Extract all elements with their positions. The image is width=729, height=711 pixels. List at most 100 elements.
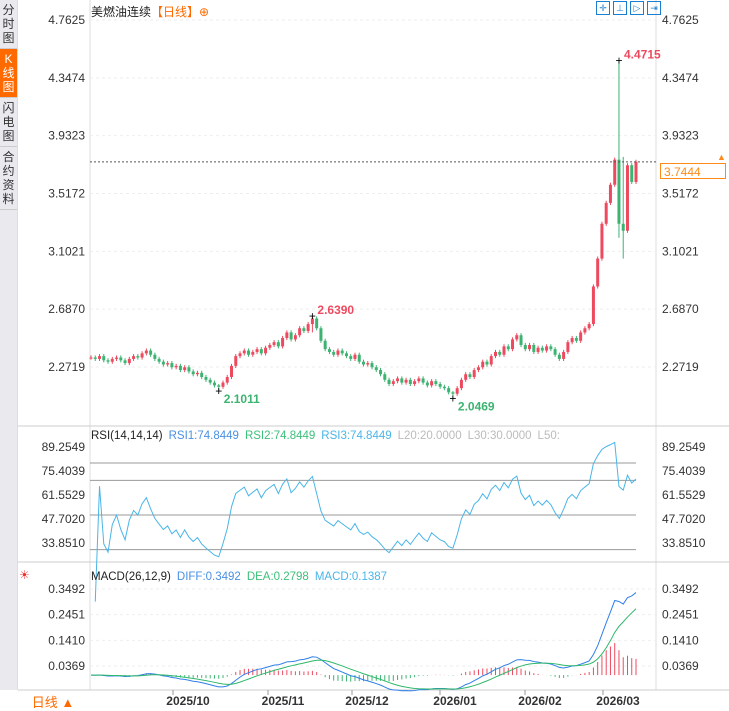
price-tick-right: 4.7625 (662, 13, 699, 27)
candle-body (327, 349, 331, 352)
candle-body (217, 385, 221, 387)
x-tick-label: 2025/10 (166, 694, 210, 708)
end-icon[interactable]: ⇥ (647, 1, 661, 15)
candle-body (438, 383, 442, 387)
candle-body (221, 382, 225, 387)
macd-tick-right: 0.3492 (662, 582, 699, 596)
tab-intraday[interactable]: 分时图 (0, 0, 17, 49)
candle-body (161, 361, 165, 365)
candle-body (310, 318, 314, 325)
candle-body (562, 351, 566, 359)
candle-body (123, 360, 127, 364)
scroll-up-icon[interactable]: ▲ (717, 152, 726, 162)
rsi-tick-left: 89.2549 (42, 440, 86, 454)
candle-body (608, 184, 612, 203)
candle-body (340, 350, 344, 354)
candle-body (587, 324, 591, 329)
candle-body (387, 379, 391, 384)
candle-body (493, 351, 497, 357)
candle-body (259, 349, 263, 354)
candle-body (208, 379, 212, 383)
candle-body (400, 378, 404, 383)
candle-body (545, 346, 549, 351)
candle-body (153, 354, 157, 359)
x-tick-label: 2026/01 (433, 694, 477, 708)
candle-body (323, 340, 327, 350)
extreme-marker: + (449, 391, 456, 405)
candle-body (566, 342, 570, 352)
candle-body (596, 258, 600, 287)
high-annotation: 4.4715 (624, 48, 661, 62)
candle-body (204, 377, 208, 380)
candle-body (476, 367, 480, 371)
add-icon[interactable]: ⊕ (199, 5, 210, 19)
candle-body (434, 381, 438, 384)
extreme-marker: + (615, 54, 622, 68)
low-annotation: 2.0469 (458, 399, 495, 413)
period-selector[interactable]: 日线 ▲ (31, 695, 75, 710)
candle-body (502, 346, 506, 355)
price-tick-right: 3.9323 (662, 129, 699, 143)
candle-body (528, 344, 532, 350)
candle-body (540, 347, 544, 351)
macd-value: MACD:0.1387 (314, 571, 388, 583)
rsi-legend: RSI(14,14,14) RSI1:74.8449 RSI2:74.8449 RSI… (91, 430, 566, 442)
candle-body (264, 347, 268, 354)
candle-body (93, 357, 97, 359)
candle-body (472, 370, 476, 378)
price-tick-left: 4.3474 (48, 71, 85, 85)
candle-body (315, 318, 319, 329)
candle-body (591, 286, 595, 325)
candle-body (187, 367, 191, 372)
candle-body (89, 357, 93, 359)
candle-body (157, 358, 161, 362)
rsi-tick-right: 89.2549 (662, 440, 706, 454)
fit-icon[interactable]: ⊥ (613, 1, 627, 15)
play-icon[interactable]: ▷ (630, 1, 644, 15)
candle-body (195, 372, 199, 375)
candle-body (374, 367, 378, 371)
crosshair-icon[interactable]: ✛ (596, 1, 610, 15)
tab-contract-info[interactable]: 合约资料 (0, 147, 17, 210)
extreme-marker: + (215, 384, 222, 398)
x-tick-label: 2025/12 (345, 694, 389, 708)
l30-value: L30:30.0000 (467, 430, 532, 442)
rsi-tick-right: 75.4039 (662, 464, 706, 478)
price-tick-right: 2.2719 (662, 360, 699, 374)
price-tick-right: 3.5172 (662, 187, 699, 201)
candle-body (144, 350, 148, 354)
tab-flash[interactable]: 闪电图 (0, 98, 17, 147)
candle-body (255, 349, 259, 352)
sidebar: 分时图 K线图 闪电图 合约资料 (0, 0, 18, 690)
settings-icon[interactable]: ☀ (19, 568, 30, 582)
candle-body (468, 374, 472, 378)
candle-body (370, 363, 374, 368)
instrument-name: 美燃油连续 (91, 5, 152, 19)
x-tick-label: 2026/03 (596, 694, 640, 708)
candle-body (408, 379, 412, 384)
candle-body (621, 223, 625, 231)
price-tick-left: 3.1021 (48, 244, 85, 258)
candle-body (251, 351, 255, 355)
candle-body (511, 339, 515, 350)
candle-body (430, 381, 434, 386)
price-tick-right: 4.3474 (662, 71, 699, 85)
candle-body (379, 370, 383, 375)
candle-body (332, 351, 336, 355)
dea-value: DEA:0.2798 (246, 571, 309, 583)
candle-body (115, 357, 119, 359)
macd-tick-left: 0.2451 (48, 608, 85, 622)
candle-body (127, 358, 131, 364)
tab-kline[interactable]: K线图 (0, 49, 17, 98)
macd-tick-left: 0.3492 (48, 582, 85, 596)
macd-tick-right: 0.2451 (662, 608, 699, 622)
candle-body (289, 332, 293, 340)
candle-body (519, 335, 523, 345)
candle-body (417, 378, 421, 382)
candle-body (600, 223, 604, 259)
price-tick-left: 3.5172 (48, 187, 85, 201)
candle-body (98, 356, 102, 359)
candle-body (272, 342, 276, 345)
candle-body (604, 202, 608, 224)
